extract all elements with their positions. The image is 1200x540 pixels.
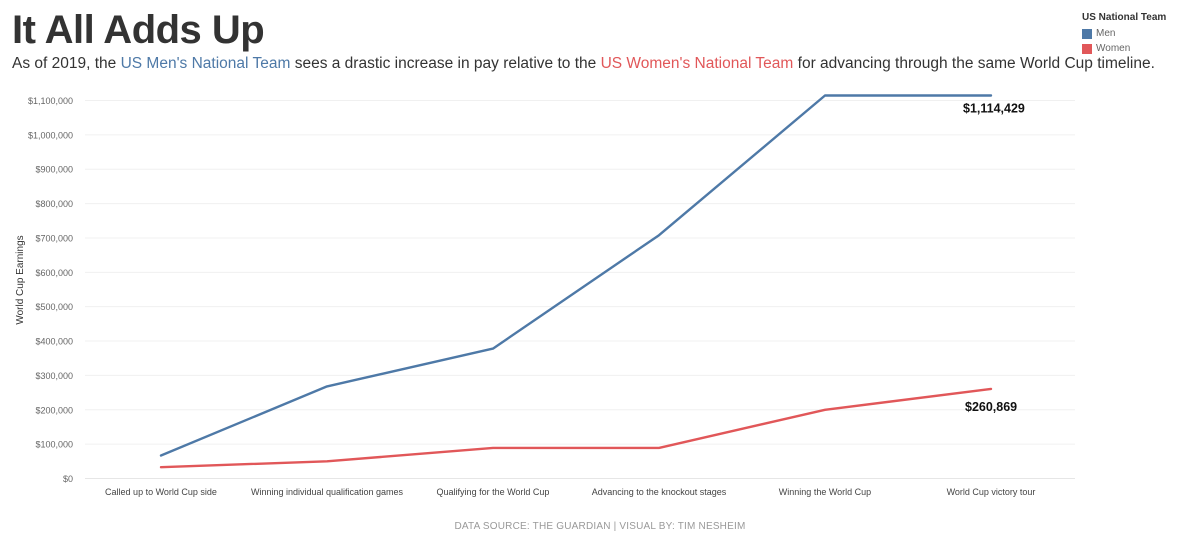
y-axis-ticks: $0 $100,000 $200,000 $300,000 $400,000 $500,0… (28, 96, 73, 484)
y-tick-label: $900,000 (35, 165, 73, 175)
end-label-women: $260,869 (965, 400, 1017, 414)
end-labels: $1,114,429 $260,869 (963, 102, 1025, 414)
subtitle-mid: sees a drastic increase in pay relative … (290, 55, 601, 72)
series-line-men (159, 94, 993, 457)
subtitle-post: for advancing through the same World Cup… (793, 55, 1155, 72)
subtitle-pre: As of 2019, the (12, 55, 121, 72)
x-tick-label: Advancing to the knockout stages (592, 487, 727, 497)
legend-title: US National Team (1082, 12, 1167, 23)
legend-swatch-women (1082, 43, 1092, 54)
legend-item-women[interactable]: Women (1082, 41, 1166, 56)
series-line-women (159, 387, 993, 469)
series-lines (159, 94, 993, 469)
y-tick-label: $200,000 (35, 405, 73, 415)
x-axis-ticks: Called up to World Cup side Winning indiv… (105, 487, 1035, 497)
x-tick-label: World Cup victory tour (947, 487, 1036, 497)
chart-subtitle: As of 2019, the US Men's National Team s… (12, 55, 1155, 73)
y-tick-label: $500,000 (35, 302, 73, 312)
legend-label-men: Men (1096, 28, 1116, 39)
y-axis-label: World Cup Earnings (15, 235, 26, 324)
x-tick-label: Winning the World Cup (779, 487, 871, 497)
gridlines (85, 100, 1075, 479)
legend: US National Team Men Women (1082, 12, 1166, 56)
y-tick-label: $400,000 (35, 337, 73, 347)
y-tick-label: $800,000 (35, 199, 73, 209)
footer-credit: DATA SOURCE: THE GUARDIAN | VISUAL BY: T… (454, 521, 746, 532)
chart-title: It All Adds Up (12, 8, 265, 52)
legend-swatch-men (1082, 28, 1092, 39)
y-tick-label: $1,100,000 (28, 96, 73, 106)
y-tick-label: $300,000 (35, 371, 73, 381)
subtitle-women-highlight: US Women's National Team (600, 55, 794, 72)
x-tick-label: Called up to World Cup side (105, 487, 217, 497)
y-tick-label: $700,000 (35, 233, 73, 243)
y-tick-label: $600,000 (35, 268, 73, 278)
end-label-men: $1,114,429 (963, 102, 1025, 116)
x-tick-label: Qualifying for the World Cup (437, 487, 550, 497)
legend-label-women: Women (1096, 43, 1131, 54)
y-tick-label: $100,000 (35, 440, 73, 450)
subtitle-men-highlight: US Men's National Team (120, 55, 291, 72)
legend-item-men[interactable]: Men (1082, 26, 1166, 41)
y-tick-label: $0 (63, 474, 73, 484)
x-tick-label: Winning individual qualification games (251, 487, 404, 497)
y-tick-label: $1,000,000 (28, 130, 73, 140)
